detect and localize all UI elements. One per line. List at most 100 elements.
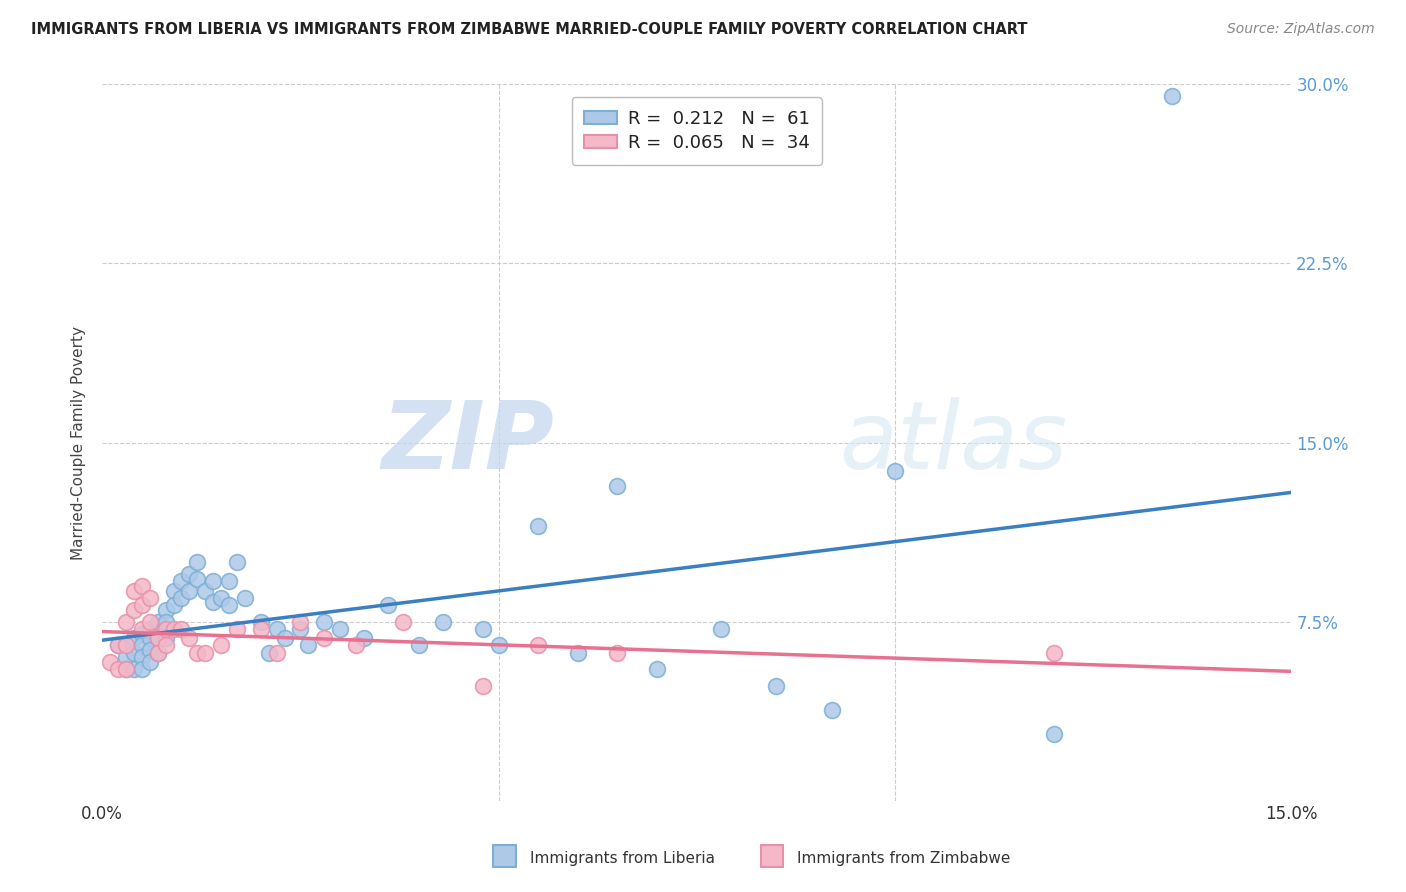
Point [170, 591, 193, 605]
Point [257, 646, 280, 660]
Point [162, 583, 184, 598]
Point [162, 622, 184, 636]
Point [179, 566, 201, 581]
Point [194, 646, 217, 660]
Point [139, 632, 162, 646]
Point [820, 703, 842, 717]
Point [329, 622, 352, 636]
Point [432, 615, 454, 629]
Point [765, 679, 787, 693]
Point [314, 632, 336, 646]
Point [162, 598, 184, 612]
Point [392, 615, 415, 629]
Point [107, 639, 129, 653]
Point [115, 662, 138, 676]
Point [122, 646, 145, 660]
Point [115, 639, 138, 653]
Point [266, 622, 288, 636]
Point [471, 679, 494, 693]
Point [115, 615, 138, 629]
Point [115, 639, 138, 653]
Point [209, 639, 232, 653]
Point [139, 591, 162, 605]
Point [107, 662, 129, 676]
Point [527, 519, 550, 533]
Point [131, 626, 153, 640]
Point [266, 646, 288, 660]
Point [155, 622, 177, 636]
Point [297, 639, 319, 653]
Point [709, 622, 731, 636]
Point [408, 639, 430, 653]
Point [471, 622, 494, 636]
Point [209, 591, 232, 605]
Point [170, 574, 193, 588]
Point [155, 639, 177, 653]
Text: Immigrants from Liberia: Immigrants from Liberia [530, 852, 716, 866]
Point [249, 622, 271, 636]
Point [155, 615, 177, 629]
Text: atlas: atlas [839, 397, 1067, 488]
Point [567, 646, 589, 660]
Text: ZIP: ZIP [381, 397, 554, 489]
Point [202, 595, 225, 609]
Point [1161, 89, 1184, 103]
Point [155, 602, 177, 616]
Point [218, 574, 240, 588]
Point [194, 583, 217, 598]
Point [179, 583, 201, 598]
Point [122, 583, 145, 598]
Point [186, 646, 208, 660]
Point [273, 632, 295, 646]
Point [155, 632, 177, 646]
Point [131, 622, 153, 636]
Point [131, 650, 153, 665]
Point [146, 632, 169, 646]
Point [139, 655, 162, 669]
Text: Source: ZipAtlas.com: Source: ZipAtlas.com [1227, 22, 1375, 37]
Point [146, 646, 169, 660]
Point [218, 598, 240, 612]
Point [186, 555, 208, 569]
Point [233, 591, 256, 605]
Point [179, 632, 201, 646]
Point [249, 615, 271, 629]
Point [314, 615, 336, 629]
Y-axis label: Married-Couple Family Poverty: Married-Couple Family Poverty [72, 326, 86, 559]
Point [98, 655, 121, 669]
Point [606, 646, 628, 660]
Point [122, 632, 145, 646]
Point [131, 639, 153, 653]
Point [353, 632, 375, 646]
Point [146, 632, 169, 646]
Point [527, 639, 550, 653]
Point [122, 602, 145, 616]
Point [131, 598, 153, 612]
Point [290, 615, 312, 629]
Point [884, 464, 907, 478]
Point [139, 643, 162, 657]
Point [1042, 727, 1064, 741]
Point [122, 662, 145, 676]
Point [488, 639, 510, 653]
Point [290, 622, 312, 636]
Point [139, 615, 162, 629]
Point [146, 646, 169, 660]
Point [606, 478, 628, 492]
Point [1042, 646, 1064, 660]
Point [115, 662, 138, 676]
Point [115, 650, 138, 665]
Point [377, 598, 399, 612]
Point [645, 662, 668, 676]
Point [186, 572, 208, 586]
Point [226, 622, 249, 636]
Point [131, 579, 153, 593]
Point [107, 639, 129, 653]
Point [226, 555, 249, 569]
Text: Immigrants from Zimbabwe: Immigrants from Zimbabwe [797, 852, 1011, 866]
Point [170, 622, 193, 636]
Point [139, 622, 162, 636]
Point [202, 574, 225, 588]
Text: IMMIGRANTS FROM LIBERIA VS IMMIGRANTS FROM ZIMBABWE MARRIED-COUPLE FAMILY POVERT: IMMIGRANTS FROM LIBERIA VS IMMIGRANTS FR… [31, 22, 1028, 37]
Legend: R =  0.212   N =  61, R =  0.065   N =  34: R = 0.212 N = 61, R = 0.065 N = 34 [571, 97, 823, 165]
